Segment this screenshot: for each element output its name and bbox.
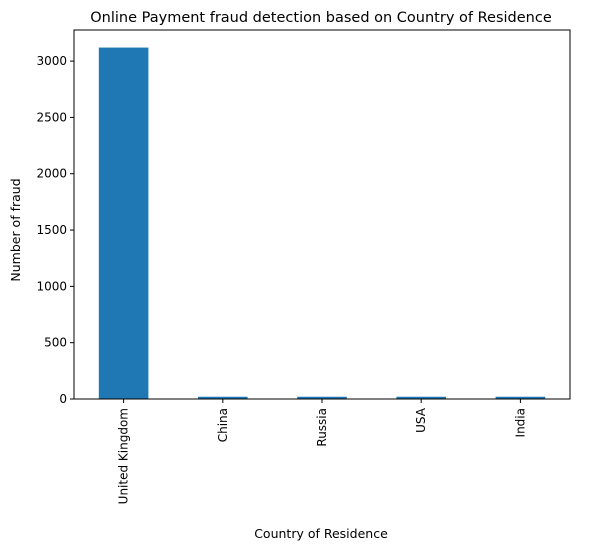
x-axis-label: Country of Residence — [254, 526, 388, 541]
plot-area — [73, 29, 571, 400]
bar-usa — [396, 396, 446, 399]
x-tick-label: USA — [414, 407, 428, 433]
y-tick-label: 1500 — [36, 223, 67, 237]
x-tick-label: China — [216, 408, 230, 442]
x-axis: United Kingdom China Russia USA India — [117, 399, 527, 504]
y-tick-label: 2000 — [36, 167, 67, 181]
bar-india — [495, 396, 546, 399]
y-tick-label: 2500 — [36, 110, 67, 124]
x-tick-label: United Kingdom — [117, 408, 131, 504]
y-tick-label: 500 — [44, 336, 67, 350]
y-tick-label: 1000 — [36, 279, 67, 293]
chart-title: Online Payment fraud detection based on … — [90, 10, 552, 26]
y-tick-label: 3000 — [36, 54, 67, 68]
bar-united-kingdom — [98, 47, 149, 399]
y-tick-label: 0 — [59, 392, 67, 406]
bar-china — [198, 396, 248, 399]
y-axis: 0 500 1000 1500 2000 2500 3000 — [36, 54, 74, 406]
x-tick-label: India — [513, 408, 527, 437]
bar-russia — [297, 396, 347, 399]
x-tick-label: Russia — [315, 408, 329, 447]
y-axis-label: Number of fraud — [8, 178, 23, 281]
